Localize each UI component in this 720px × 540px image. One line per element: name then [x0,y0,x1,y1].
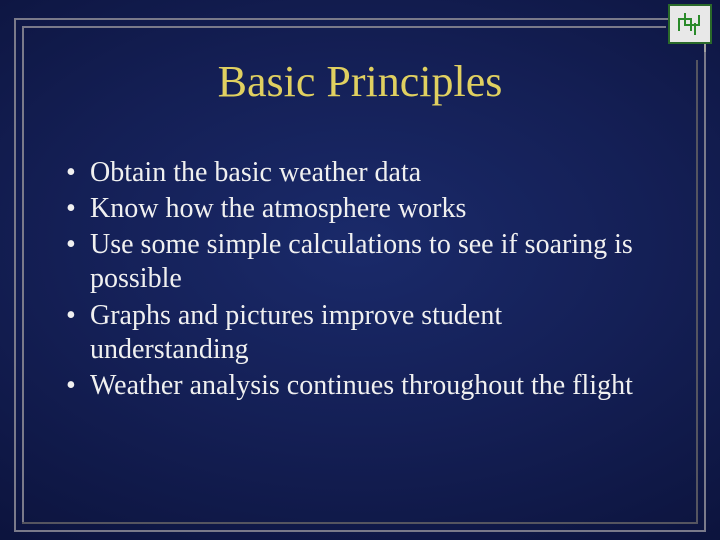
slide-body: Obtain the basic weather data Know how t… [60,156,660,405]
frame-line [22,522,698,524]
frame-line [14,18,674,20]
frame-line [696,60,698,524]
bullet-item: Weather analysis continues throughout th… [60,369,660,403]
bullet-item: Graphs and pictures improve student unde… [60,299,660,367]
bullet-item: Obtain the basic weather data [60,156,660,190]
bullet-list: Obtain the basic weather data Know how t… [60,156,660,403]
slide-title: Basic Principles [0,56,720,107]
bullet-item: Use some simple calculations to see if s… [60,228,660,296]
bullet-item: Know how the atmosphere works [60,192,660,226]
frame-line [14,530,706,532]
frame-line [22,26,666,28]
frame-line [704,52,706,532]
org-logo-icon [668,4,712,44]
